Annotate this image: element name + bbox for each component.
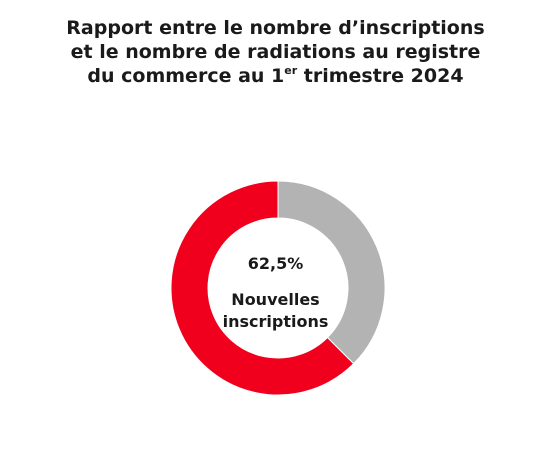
- center-value: 62,5%: [247, 254, 304, 273]
- chart-title-line-3-end: trimestre 2024: [297, 65, 464, 87]
- chart-title-line-3-start: du commerce au 1: [87, 65, 285, 87]
- chart-title-line-1: Rapport entre le nombre d’inscriptions: [66, 17, 485, 39]
- chart-title-superscript: er: [284, 64, 298, 77]
- donut-slice-1: [170, 180, 355, 396]
- chart-title-line-3: du commerce au 1er trimestre 2024: [0, 64, 551, 88]
- center-label-line-2: inscriptions: [222, 312, 329, 331]
- donut-slice-2: [277, 180, 386, 365]
- chart-title-line-2: et le nombre de radiations au registre: [70, 41, 481, 63]
- chart-title: Rapport entre le nombre d’inscriptions e…: [0, 16, 551, 88]
- center-label: Nouvelles inscriptions: [0, 289, 551, 333]
- center-label-line-1: Nouvelles: [231, 290, 320, 309]
